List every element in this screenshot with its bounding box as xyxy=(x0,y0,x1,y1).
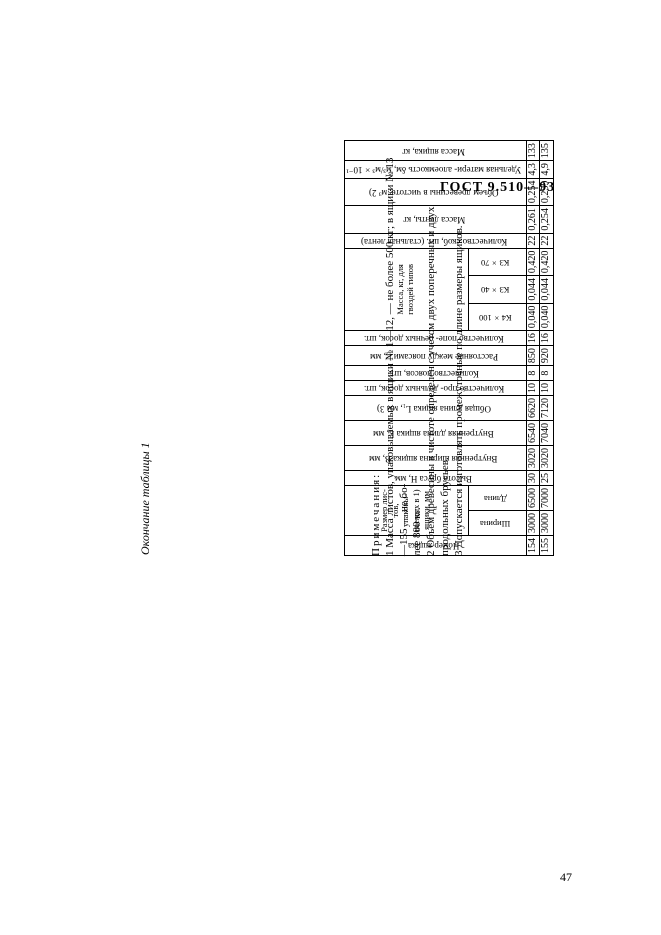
col-k3x70: К3×70 xyxy=(481,257,509,266)
cell: 4,9 xyxy=(540,161,554,179)
note-3: 3 Допускается изготовлять промежуточные … xyxy=(453,156,467,556)
cell: 133 xyxy=(526,141,540,161)
table-caption: Окончание таблицы 1 xyxy=(138,442,153,555)
col-massa-yash: Масса ящика, кг xyxy=(402,146,465,156)
col-shirina: Ширина xyxy=(480,518,510,527)
cell: 0,420 xyxy=(540,248,554,276)
notes-block: Примечания: 1 Масса листов, упаковываемы… xyxy=(370,156,466,556)
cell: 16 xyxy=(540,331,554,346)
table-row: 154 3000 6500 30 3020 6540 6620 10 8 850… xyxy=(526,141,540,556)
cell: 25 xyxy=(540,471,554,486)
cell: 0,040 xyxy=(540,303,554,331)
cell: 6620 xyxy=(526,396,540,421)
cell: 850 xyxy=(526,346,540,366)
cell: 7000 xyxy=(540,486,554,511)
cell: 0,261 xyxy=(526,206,540,234)
cell: 0,259 xyxy=(540,178,554,206)
notes-label: Примечания: xyxy=(370,156,384,556)
cell: 10 xyxy=(526,381,540,396)
cell: 30 xyxy=(526,471,540,486)
cell: 8 xyxy=(526,366,540,381)
cell: 135 xyxy=(540,141,554,161)
cell: 155 xyxy=(540,536,554,556)
cell: 22 xyxy=(540,233,554,248)
cell: 3000 xyxy=(540,511,554,536)
cell: 0,420 xyxy=(526,248,540,276)
cell: 0,044 xyxy=(526,276,540,304)
cell: 8 xyxy=(540,366,554,381)
cell: 0,254 xyxy=(540,206,554,234)
page-number: 47 xyxy=(560,870,572,885)
col-k3x40: К3×40 xyxy=(481,285,509,294)
cell: 0,254 xyxy=(526,178,540,206)
cell: 6500 xyxy=(526,486,540,511)
col-k4x100: К4×100 xyxy=(479,312,512,321)
cell: 7040 xyxy=(540,421,554,446)
cell: 22 xyxy=(526,233,540,248)
cell: 3020 xyxy=(526,446,540,471)
cell: 6540 xyxy=(526,421,540,446)
cell: 3020 xyxy=(540,446,554,471)
cell: 7120 xyxy=(540,396,554,421)
cell: 10 xyxy=(540,381,554,396)
cell: 3000 xyxy=(526,511,540,536)
note-2: 2 Объем древесины в чистоте определен с … xyxy=(425,156,453,556)
cell: 16 xyxy=(526,331,540,346)
col-dlina: Длина xyxy=(484,493,507,502)
cell: 154 xyxy=(526,536,540,556)
note-1: 1 Масса листов, упаковываемых в ящики № … xyxy=(384,156,425,556)
cell: 4,3 xyxy=(526,161,540,179)
cell: 920 xyxy=(540,346,554,366)
cell: 0,040 xyxy=(526,303,540,331)
cell: 0,044 xyxy=(540,276,554,304)
table-row: 155 3000 7000 25 3020 7040 7120 10 8 920… xyxy=(540,141,554,556)
